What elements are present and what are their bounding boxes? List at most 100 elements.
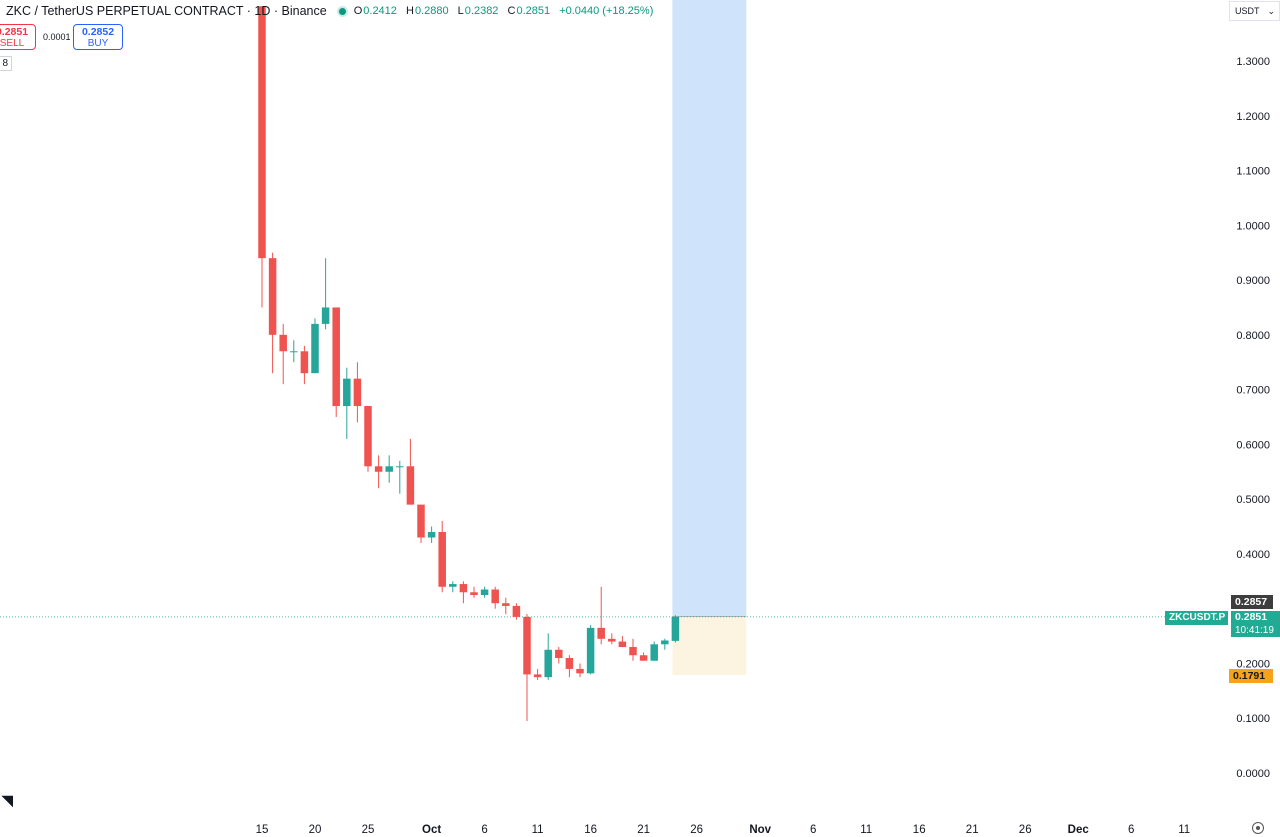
price-axis: 1.3000 1.2000 1.1000 1.0000 0.9000 0.8000 0.70… [1236,56,1270,780]
candle[interactable] [639,652,648,661]
candle[interactable] [258,6,266,308]
currency-selector[interactable]: USDT ⌄ [1229,1,1280,21]
candle-body [374,466,383,472]
candle-body [385,466,393,472]
time-tick-label: Oct [422,824,441,836]
candle-body [618,641,627,648]
candle-body [417,504,425,538]
candle-body [290,351,298,353]
candle[interactable] [427,526,436,543]
time-tick-label: 21 [637,824,650,836]
candle-body [321,307,330,324]
candle[interactable] [321,258,330,330]
candle-body [544,649,552,678]
candle-body [438,532,446,587]
time-tick-label: 6 [1128,824,1134,836]
candle[interactable] [629,638,637,661]
time-tick-label: Nov [749,824,771,836]
candle-body [586,627,595,674]
change-value: +0.0440 (+18.25%) [559,5,654,17]
candle[interactable] [618,636,627,648]
candle-body [279,334,287,352]
candle[interactable] [459,581,468,604]
candle[interactable] [385,455,393,483]
bar-countdown: 10:41:19 [1235,625,1274,636]
candle-body [502,603,510,606]
buy-price: 0.2852 [81,26,115,38]
candle[interactable] [544,633,552,680]
candle[interactable] [523,614,531,721]
candle[interactable] [353,362,362,423]
candle[interactable] [396,460,404,494]
profit-target-zone[interactable] [672,0,747,617]
chart-settings-icon[interactable] [1252,822,1264,834]
candle-body [491,589,499,604]
candle[interactable] [332,307,340,417]
candle[interactable] [586,625,595,675]
candle-body [332,307,340,407]
candle[interactable] [555,647,563,664]
time-tick-label: 11 [532,824,544,836]
tradingview-logo-icon[interactable]: ◥ [2,792,13,808]
high-label: H [405,5,414,17]
candle[interactable] [279,323,287,385]
candle[interactable] [480,586,489,598]
candle[interactable] [449,581,457,593]
price-tick-label: 0.5000 [1236,494,1270,506]
candle[interactable] [491,586,499,609]
candle[interactable] [268,252,277,374]
symbol-price-label: ZKCUSDT.P [1165,611,1228,625]
time-tick-label: 11 [1178,824,1190,836]
candle[interactable] [671,615,680,643]
candle-body [661,640,669,645]
buy-label: BUY [87,38,109,49]
price-tick-label: 0.0000 [1236,768,1270,780]
candle[interactable] [608,633,616,645]
stop-loss-zone[interactable] [672,616,747,675]
time-tick-label: 15 [256,824,269,836]
candle[interactable] [311,318,319,374]
open-value: 0.2412 [363,5,397,17]
chart-legend: ZKC / TetherUS PERPETUAL CONTRACT · 1D ·… [0,3,659,19]
time-axis: 15 20 25 Oct 6 11 16 21 26 Nov 6 11 16 21 26 Dec 6 11 [256,824,1191,836]
candle[interactable] [406,438,415,505]
candle[interactable] [650,641,658,661]
candles-layer [258,6,680,721]
candle-body [459,584,468,593]
candle[interactable] [417,504,425,543]
candle[interactable] [661,638,669,650]
price-tick-label: 0.6000 [1236,439,1270,451]
candle[interactable] [502,597,510,615]
candle[interactable] [597,586,605,645]
buy-button[interactable]: 0.2852 BUY [73,24,123,50]
candle[interactable] [512,603,521,620]
candle[interactable] [364,406,372,472]
candle[interactable] [300,345,309,385]
price-tick-label: 1.3000 [1236,56,1270,68]
high-price-tag: 0.2857 [1231,595,1273,609]
candle[interactable] [290,340,298,363]
price-tick-label: 0.7000 [1236,385,1270,397]
time-tick-label: 6 [481,824,487,836]
candle-body [364,406,372,467]
indicator-counter[interactable]: 8 [0,56,12,71]
candle[interactable] [438,521,446,593]
candle-body [650,644,658,661]
last-price-value: 0.2851 [1235,611,1268,623]
candle-body [300,351,309,374]
sell-button[interactable]: 0.2851 SELL [0,24,36,50]
price-tick-label: 1.0000 [1236,220,1270,232]
close-value: 0.2851 [516,5,551,17]
candle[interactable] [343,367,351,439]
candle[interactable] [470,586,478,598]
candle[interactable] [576,663,584,678]
candle[interactable] [533,668,542,680]
time-tick-label: 25 [362,824,375,836]
candle[interactable] [374,455,383,489]
candle-body [565,657,574,669]
symbol-title[interactable]: ZKC / TetherUS PERPETUAL CONTRACT · 1D ·… [6,4,327,18]
candle-body [533,674,542,678]
price-tick-label: 1.2000 [1236,111,1270,123]
candle[interactable] [565,655,574,678]
